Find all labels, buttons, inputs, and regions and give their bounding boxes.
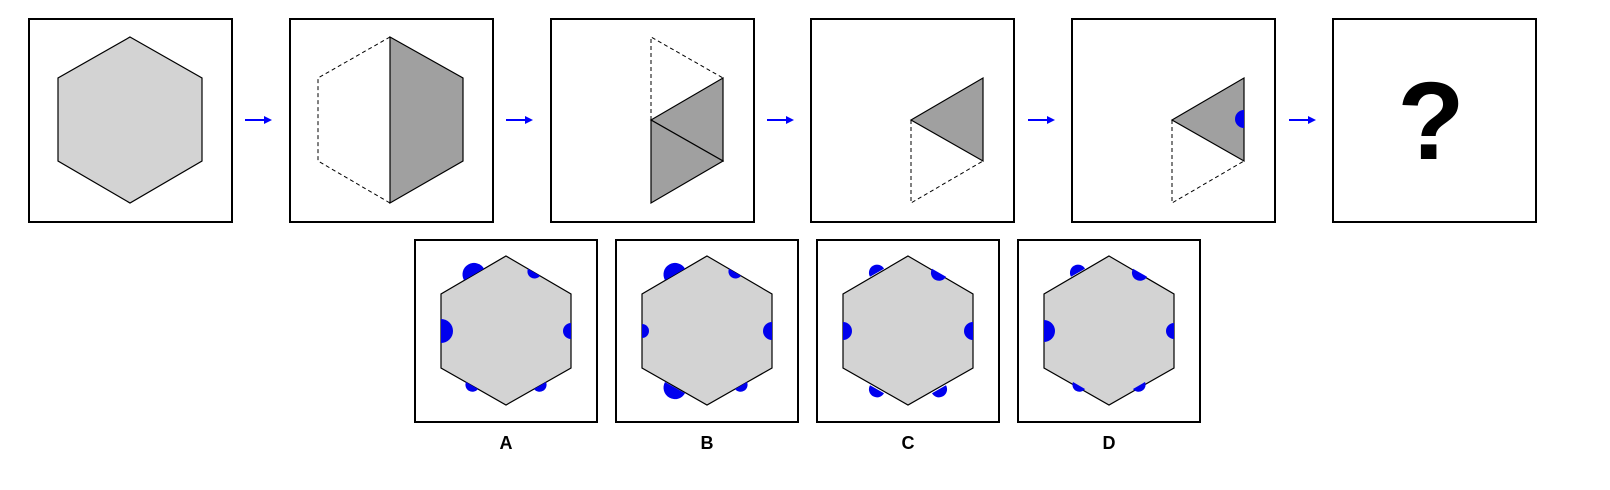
folded-triangle — [909, 76, 984, 163]
hole-icon — [1133, 382, 1146, 392]
step-2-panel — [289, 18, 494, 223]
step-5-panel — [1071, 18, 1276, 223]
hole-icon — [527, 268, 540, 279]
step-1-panel — [28, 18, 233, 223]
hole-icon — [964, 322, 973, 340]
hole-icon — [930, 268, 946, 281]
hole-icon — [563, 323, 571, 339]
hole-icon — [462, 262, 484, 281]
arrow-icon — [1028, 116, 1055, 124]
punched-hole-icon — [1235, 110, 1244, 128]
answer-panel: ? — [1332, 18, 1537, 223]
option-c[interactable]: C — [816, 239, 1000, 453]
hole-icon — [465, 382, 478, 392]
hole-icon — [735, 382, 748, 392]
full-hexagon — [57, 36, 203, 204]
hole-icon — [534, 382, 547, 392]
arrow-icon — [1289, 116, 1316, 124]
step-3-panel — [550, 18, 755, 223]
option-label: C — [902, 433, 915, 453]
hole-icon — [868, 264, 884, 277]
hole-icon — [663, 262, 685, 281]
folded-lower-triangle — [650, 118, 725, 205]
option-label: B — [701, 433, 714, 453]
step-4-panel — [810, 18, 1015, 223]
hole-icon — [1131, 268, 1147, 281]
hole-icon — [1044, 320, 1055, 342]
hole-icon — [763, 322, 772, 340]
option-d[interactable]: D — [1017, 239, 1201, 453]
arrow-icon — [506, 116, 533, 124]
arrow-icon — [767, 116, 794, 124]
folded-half — [389, 35, 464, 205]
option-a[interactable]: A — [414, 239, 598, 453]
hole-icon — [441, 319, 453, 343]
hole-icon — [728, 268, 741, 279]
hole-icon — [868, 385, 884, 398]
hole-icon — [1069, 264, 1085, 277]
arrow-icon — [245, 116, 272, 124]
option-label: D — [1103, 433, 1116, 453]
hole-icon — [1072, 382, 1085, 392]
hole-icon — [932, 385, 948, 398]
hole-icon — [843, 322, 852, 340]
hole-icon — [642, 324, 649, 338]
hole-icon — [663, 382, 685, 400]
option-b[interactable]: B — [615, 239, 799, 453]
question-mark: ? — [1397, 60, 1464, 183]
option-label: A — [500, 433, 513, 453]
hole-icon — [1166, 323, 1174, 339]
